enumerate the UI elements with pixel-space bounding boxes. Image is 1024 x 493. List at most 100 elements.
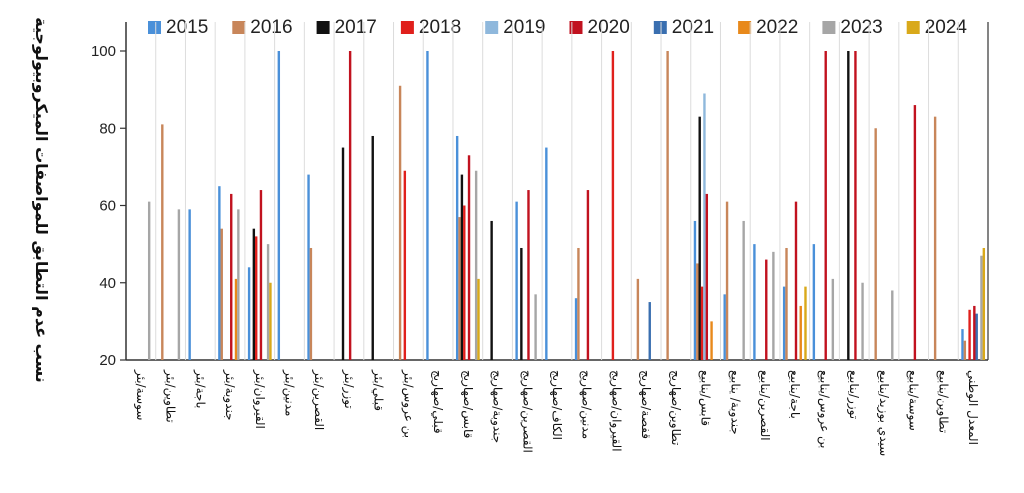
bar-2017 — [341, 147, 345, 360]
x-tick-label: جندوبة/ ينابيع — [727, 370, 742, 435]
bar-2016 — [161, 124, 164, 360]
bar-2023 — [742, 220, 745, 360]
y-axis-ticks: 20 40 60 80 100 — [91, 43, 126, 369]
bar-2015 — [753, 244, 756, 360]
bar-2018 — [463, 205, 466, 360]
bar-2020 — [467, 155, 471, 360]
bar-2023 — [177, 209, 181, 360]
x-tick-label: القصرين/صهاريج — [519, 370, 534, 453]
x-tick-label: جندوبة/بئر — [222, 369, 237, 421]
bar-2015 — [307, 174, 310, 360]
x-tick-label: توزر/بئر — [341, 369, 356, 409]
bar-2016 — [636, 278, 640, 360]
bar-2020 — [586, 190, 590, 360]
legend-label: 2016 — [250, 17, 292, 38]
x-tick-label: مدنين/صهاريج — [579, 370, 594, 439]
bar-2017 — [252, 228, 256, 360]
legend-swatch — [316, 21, 330, 34]
y-tick-label: 20 — [99, 352, 116, 369]
bar-2023 — [534, 294, 537, 360]
x-tick-label: المعدل الوطني — [965, 370, 980, 445]
legend-item-2023: 2023 — [822, 17, 883, 38]
bar-2016 — [785, 247, 788, 360]
x-tick-label: قبلي/صهاريج — [430, 370, 445, 434]
bar-2015 — [574, 298, 578, 360]
bar-2016 — [874, 128, 877, 360]
bar-2024 — [269, 282, 272, 360]
bar-2018 — [968, 309, 971, 360]
x-tick-label: جندوبة/صهاريج — [490, 370, 505, 443]
bar-2023 — [891, 290, 894, 360]
bar-2015 — [693, 220, 697, 360]
x-tick-label: قفصة/صهاريج — [638, 370, 653, 439]
bar-2023 — [237, 209, 240, 360]
x-tick-label: القيروان/بئر — [252, 369, 267, 429]
x-tick-label: بن عروس/ينابيع — [817, 370, 832, 449]
legend-item-2016: 2016 — [232, 17, 293, 38]
bar-2015 — [455, 135, 459, 360]
x-tick-label: القصرين/بئر — [311, 369, 326, 430]
x-tick-label: بن عروس/بئر — [400, 369, 415, 438]
bar-2018 — [700, 286, 704, 360]
bar-2023 — [147, 201, 151, 360]
bar-2020 — [794, 201, 798, 360]
bar-2020 — [973, 305, 976, 360]
legend-swatch — [569, 21, 583, 34]
bar-2016 — [696, 263, 699, 360]
bar-2018 — [611, 51, 615, 360]
bar-2017 — [371, 135, 374, 360]
x-tick-label: قبلي/بئر — [371, 369, 386, 411]
bar-2020 — [765, 259, 768, 360]
bar-2017 — [520, 247, 523, 360]
bar-2016 — [309, 247, 313, 360]
bar-2020 — [259, 190, 263, 360]
legend-label: 2019 — [503, 17, 545, 38]
x-tick-label: تطاوين/ينابيع — [935, 370, 950, 433]
chart-legend: 2015 2016 2017 2018 2019 2020 2021 2022 2023 2024 — [148, 17, 967, 38]
bar-2020 — [527, 190, 530, 360]
bar-2020 — [824, 51, 827, 360]
bar-2015 — [277, 51, 281, 360]
legend-item-2024: 2024 — [906, 17, 968, 38]
legend-swatch — [485, 21, 499, 34]
bar-2016 — [220, 228, 223, 360]
legend-label: 2021 — [672, 17, 714, 38]
x-axis-category-labels: سوسة/بئر تطاوين/بئر باجة/بئر جندوبة/بئر القي… — [133, 369, 980, 456]
x-tick-label: القيروان/صهاريج — [608, 370, 623, 452]
bar-2015 — [782, 286, 786, 360]
bar-2017 — [847, 51, 850, 360]
bar-2017 — [698, 116, 701, 360]
bar-2015 — [515, 201, 518, 360]
bar-2018 — [255, 236, 258, 360]
legend-label: 2018 — [419, 17, 461, 38]
bar-2015 — [426, 51, 429, 360]
bar-2016 — [666, 51, 669, 360]
bar-2015 — [723, 294, 726, 360]
x-tick-label: الكاف/صهاريج — [549, 370, 564, 440]
legend-item-2021: 2021 — [653, 17, 714, 38]
x-tick-label: سيدي بوزيد/ينابيع — [876, 370, 891, 456]
bar-2017 — [490, 220, 493, 360]
bar-2024 — [477, 278, 480, 360]
bar-2017 — [460, 174, 464, 360]
bar-2016 — [577, 247, 580, 360]
y-tick-label: 100 — [91, 43, 116, 60]
x-tick-label: باجة/ينابيع — [788, 370, 802, 419]
legend-swatch — [738, 21, 752, 34]
bar-2023 — [772, 251, 775, 360]
bar-2022 — [799, 305, 802, 360]
x-tick-label: تطاوين/بئر — [163, 369, 178, 423]
legend-label: 2024 — [925, 17, 968, 38]
bar-2022 — [710, 321, 713, 360]
legend-label: 2015 — [166, 17, 208, 38]
legend-item-2017: 2017 — [316, 17, 377, 38]
bar-2020 — [705, 193, 709, 360]
x-tick-label: سوسة/ينابيع — [906, 370, 921, 431]
y-axis-title: نسب عدم التطابق للمواصفات الميكروبيولوجي… — [32, 17, 51, 383]
legend-swatch — [148, 21, 161, 34]
x-tick-label: توزر/ينابيع — [846, 370, 861, 419]
legend-swatch — [400, 21, 414, 34]
bar-2015 — [961, 329, 964, 360]
bar-2020 — [348, 51, 352, 360]
